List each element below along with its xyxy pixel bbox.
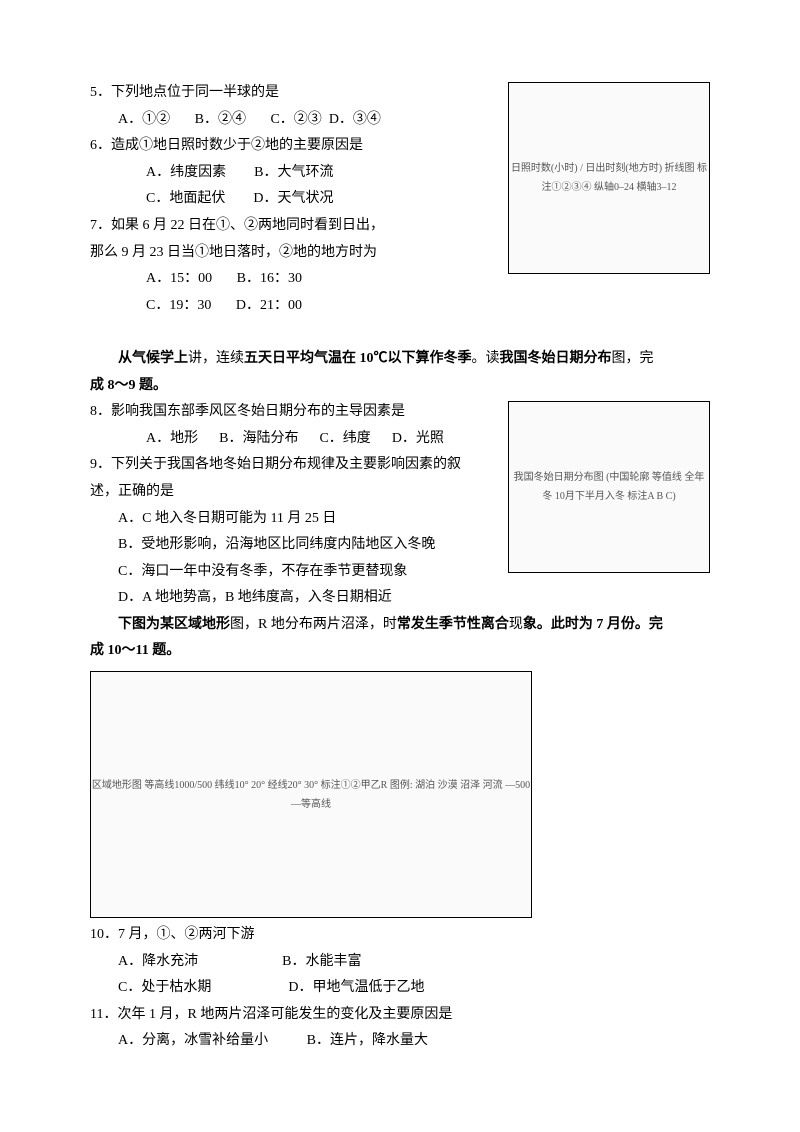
q9-optB: B．受地形影响，沿海地区比同纬度内陆地区入冬晚 xyxy=(90,532,504,559)
q10-optC: C．处于枯水期 xyxy=(118,980,211,995)
q7-stem2: 那么 9 月 23 日当①地日落时，②地的地方时为 xyxy=(90,240,504,267)
china-winter-map-icon: 我国冬始日期分布图 (中国轮廓 等值线 全年冬 10月下半月入冬 标注A B C… xyxy=(508,401,710,573)
q6-stem: 6．造成①地日照时数少于②地的主要原因是 xyxy=(90,133,504,160)
q6-optC: C．地面起伏 xyxy=(146,191,225,206)
p1011-j: 份。完 xyxy=(621,617,663,632)
p89-e: 我国冬始日期分布 xyxy=(500,351,612,366)
q10-options-row1: A．降水充沛 B．水能丰富 xyxy=(90,949,710,976)
p1011-i: 此时为 7 月 xyxy=(551,617,621,632)
q11-stem: 11．次年 1 月，R 地两片沼泽可能发生的变化及主要原因是 xyxy=(90,1002,710,1029)
p89-a: 从气候学上 xyxy=(118,351,188,366)
q7-optB: B．16：30 xyxy=(237,271,302,286)
q5-stem: 5．下列地点位于同一半球的是 xyxy=(90,80,504,107)
p89-f: 图，完 xyxy=(612,351,654,366)
q7-optA: A．15：00 xyxy=(146,271,212,286)
q6-options-row2: C．地面起伏 D．天气状况 xyxy=(90,186,504,213)
p1011-a: 下图为 xyxy=(118,617,160,632)
p89-c: 五天日平均气温在 10℃以下算作冬季 xyxy=(244,351,472,366)
q10-optD: D．甲地气温低于乙地 xyxy=(288,980,424,995)
passage-q10-q11-line1: 下图为某区域地形图，R 地分布两片沼泽，时常发生季节性离合现象。此时为 7 月份… xyxy=(90,612,710,639)
q8-options: A．地形 B．海陆分布 C．纬度 D．光照 xyxy=(90,426,504,453)
passage-q10-q11-line2: 成 10～11 题。 xyxy=(90,638,710,665)
q11-options-row1: A．分离，冰雪补给量小 B．连片，降水量大 xyxy=(90,1028,710,1055)
p1011-f: 性离合 xyxy=(467,617,509,632)
region-terrain-map-icon: 区域地形图 等高线1000/500 纬线10° 20° 经线20° 30° 标注… xyxy=(90,671,532,918)
q7-options-row1: A．15：00 B．16：30 xyxy=(90,266,504,293)
q9-stem2: 述，正确的是 xyxy=(90,479,504,506)
q7-optC: C．19：30 xyxy=(146,298,211,313)
text-col-q8-q9: 8．影响我国东部季风区冬始日期分布的主导因素是 A．地形 B．海陆分布 C．纬度… xyxy=(90,399,504,585)
text-col-q5-q7: 5．下列地点位于同一半球的是 A．①② B．②④ C．②③ D．③④ 6．造成①… xyxy=(90,80,504,319)
q9-optD: D．A 地地势高，B 地纬度高，入冬日期相近 xyxy=(90,585,710,612)
q10-options-row2: C．处于枯水期 D．甲地气温低于乙地 xyxy=(90,975,710,1002)
p1011-b: 某区域地形 xyxy=(160,617,230,632)
p1011-h: 象。 xyxy=(523,617,551,632)
p1011-d: 泽，时 xyxy=(355,617,397,632)
q11-optA: A．分离，冰雪补给量小 xyxy=(118,1033,268,1048)
figure-sunlight-chart: 日照时数(小时) / 日出时刻(地方时) 折线图 标注①②③④ 纵轴0–24 横… xyxy=(504,80,710,319)
q5-optC: C．②③ xyxy=(270,112,321,127)
q9-optA: A．C 地入冬日期可能为 11 月 25 日 xyxy=(90,506,504,533)
p1011-c: 图，R 地分布两片沼 xyxy=(230,617,355,632)
figure-china-winter-map: 我国冬始日期分布图 (中国轮廓 等值线 全年冬 10月下半月入冬 标注A B C… xyxy=(504,399,710,585)
passage-q8-q9-line1: 从气候学上讲，连续五天日平均气温在 10℃以下算作冬季。读我国冬始日期分布图，完 xyxy=(90,346,710,373)
p1011-g: 现 xyxy=(509,617,523,632)
q7-options-row2: C．19：30 D．21：00 xyxy=(90,293,504,320)
q8-stem: 8．影响我国东部季风区冬始日期分布的主导因素是 xyxy=(90,399,504,426)
q5-optD: D．③④ xyxy=(329,112,381,127)
q8-optB: B．海陆分布 xyxy=(219,431,298,446)
q9-optC: C．海口一年中没有冬季，不存在季节更替现象 xyxy=(90,559,504,586)
block-q8-q9: 8．影响我国东部季风区冬始日期分布的主导因素是 A．地形 B．海陆分布 C．纬度… xyxy=(90,399,710,585)
sunlight-chart-icon: 日照时数(小时) / 日出时刻(地方时) 折线图 标注①②③④ 纵轴0–24 横… xyxy=(508,82,710,274)
p89-b: 讲，连续 xyxy=(188,351,244,366)
q6-options-row1: A．纬度因素 B．大气环流 xyxy=(90,160,504,187)
q10-stem: 10．7 月，①、②两河下游 xyxy=(90,922,710,949)
q8-optD: D．光照 xyxy=(392,431,444,446)
q5-options: A．①② B．②④ C．②③ D．③④ xyxy=(90,107,504,134)
block-q5-q7: 5．下列地点位于同一半球的是 A．①② B．②④ C．②③ D．③④ 6．造成①… xyxy=(90,80,710,319)
q7-stem1: 7．如果 6 月 22 日在①、②两地同时看到日出， xyxy=(90,213,504,240)
q6-optA: A．纬度因素 xyxy=(146,165,226,180)
q8-optA: A．地形 xyxy=(146,431,198,446)
q5-optA: A．①② xyxy=(118,112,170,127)
q7-optD: D．21：00 xyxy=(236,298,302,313)
q10-optA: A．降水充沛 xyxy=(118,954,198,969)
q5-optB: B．②④ xyxy=(195,112,246,127)
q6-optB: B．大气环流 xyxy=(254,165,333,180)
q8-optC: C．纬度 xyxy=(319,431,370,446)
q9-stem1: 9．下列关于我国各地冬始日期分布规律及主要影响因素的叙 xyxy=(90,452,504,479)
passage-q8-q9-line2: 成 8～9 题。 xyxy=(90,373,710,400)
q11-optB: B．连片，降水量大 xyxy=(307,1033,428,1048)
q6-optD: D．天气状况 xyxy=(253,191,333,206)
p89-d: 。读 xyxy=(472,351,500,366)
q10-optB: B．水能丰富 xyxy=(282,954,361,969)
p1011-e: 常发生季节 xyxy=(397,617,467,632)
